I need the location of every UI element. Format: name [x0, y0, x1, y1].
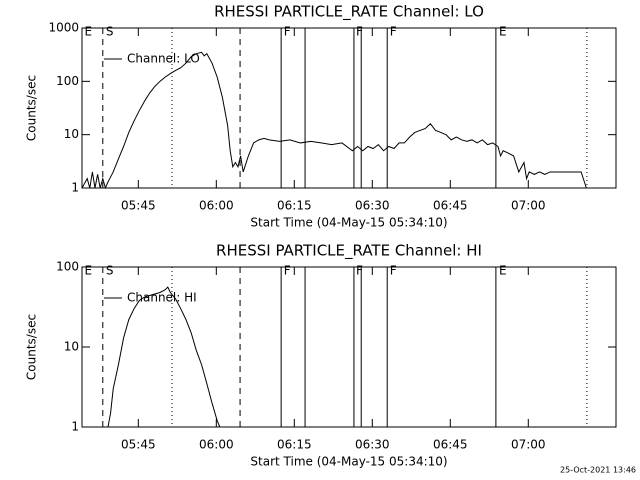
legend-label: Channel: LO: [127, 52, 200, 66]
x-axis-label: Start Time (04-May-15 05:34:10): [250, 455, 447, 469]
flag-label: E: [499, 25, 507, 39]
x-tick-label: 06:45: [433, 199, 468, 213]
y-tick-label: 1: [71, 181, 79, 195]
legend-label: Channel: HI: [127, 291, 197, 305]
y-tick-label: 10: [64, 127, 79, 141]
plot-frame: [81, 266, 617, 428]
flag-label: F: [390, 25, 397, 39]
x-tick-label: 06:30: [355, 199, 390, 213]
x-tick-label: 06:15: [277, 199, 312, 213]
flag-label: F: [356, 264, 363, 278]
y-tick-label: 1000: [48, 21, 79, 35]
footer: 25-Oct-2021 13:46: [560, 466, 636, 475]
flag-label: F: [356, 25, 363, 39]
data-line: [82, 51, 589, 189]
x-tick-label: 06:00: [199, 199, 234, 213]
y-tick-label: 100: [56, 74, 79, 88]
y-tick-label: 1: [71, 420, 79, 434]
flag-label: F: [390, 264, 397, 278]
chart-title: RHESSI PARTICLE_RATE Channel: HI: [216, 242, 482, 261]
plot-frame: [81, 27, 617, 189]
y-axis-label: Counts/sec: [25, 75, 39, 141]
x-tick-label: 07:00: [511, 199, 546, 213]
flag-label: F: [284, 25, 291, 39]
flag-label: F: [284, 264, 291, 278]
x-tick-label: 06:15: [277, 438, 312, 452]
x-tick-label: 06:30: [355, 438, 390, 452]
chart-title: RHESSI PARTICLE_RATE Channel: LO: [214, 3, 484, 22]
y-axis-label: Counts/sec: [25, 314, 39, 380]
x-tick-label: 05:45: [121, 199, 156, 213]
y-tick-label: 100: [56, 260, 79, 274]
x-axis-label: Start Time (04-May-15 05:34:10): [250, 216, 447, 230]
x-tick-label: 05:45: [121, 438, 156, 452]
flag-label: E: [85, 25, 93, 39]
data-line: [107, 286, 221, 428]
x-tick-label: 06:45: [433, 438, 468, 452]
x-tick-label: 07:00: [511, 438, 546, 452]
y-tick-label: 10: [64, 340, 79, 354]
flag-label: S: [106, 264, 114, 278]
flag-label: E: [499, 264, 507, 278]
x-tick-label: 06:00: [199, 438, 234, 452]
flag-label: E: [85, 264, 93, 278]
flag-label: S: [106, 25, 114, 39]
